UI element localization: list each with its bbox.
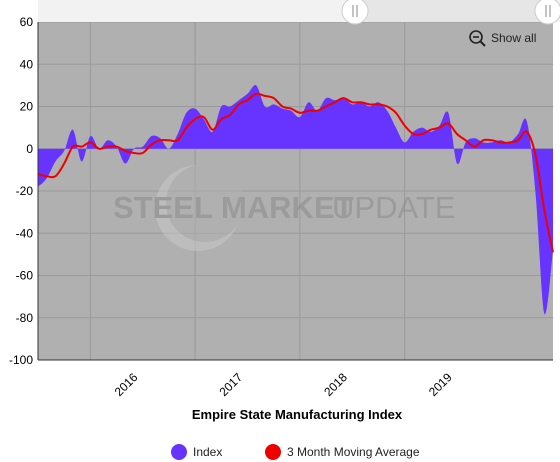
legend: Index 3 Month Moving Average — [171, 444, 420, 460]
chart-title: Empire State Manufacturing Index — [192, 407, 403, 422]
svg-text:UPDATE: UPDATE — [332, 190, 455, 225]
navigator-right-handle[interactable] — [534, 0, 560, 25]
x-tick-label: 2018 — [321, 370, 350, 399]
y-tick-label: 0 — [26, 142, 33, 156]
y-tick-label: 60 — [20, 15, 34, 29]
axes: -100 -80 -60 -40 -20 0 20 40 60 2016 2017 2018 2019 — [9, 15, 553, 399]
y-tick-label: -40 — [16, 226, 34, 240]
legend-label-index: Index — [193, 445, 222, 459]
y-tick-label: -80 — [16, 311, 34, 325]
show-all-button[interactable]: Show all — [469, 30, 536, 47]
x-tick-label: 2017 — [216, 370, 245, 399]
magnifier-minus-icon — [469, 30, 486, 47]
navigator-left-handle[interactable] — [341, 0, 369, 25]
legend-marker-index — [171, 444, 187, 460]
steel-market-update-watermark: STEEL MARKET UPDATE — [113, 164, 455, 251]
series-layer — [37, 85, 554, 315]
series-line-moving-average — [37, 92, 554, 253]
navigator-window[interactable] — [355, 0, 550, 22]
legend-label-moving-average: 3 Month Moving Average — [287, 445, 420, 459]
series-area-index — [38, 85, 553, 315]
y-tick-label: 20 — [20, 100, 34, 114]
show-all-label: Show all — [491, 31, 536, 45]
svg-text:STEEL MARKET: STEEL MARKET — [113, 190, 354, 225]
y-tick-label: -100 — [9, 353, 33, 367]
y-tick-label: 40 — [20, 57, 34, 71]
legend-marker-moving-average — [265, 444, 281, 460]
x-tick-label: 2019 — [426, 370, 455, 399]
y-tick-label: -60 — [16, 269, 34, 283]
legend-item-index[interactable]: Index — [171, 444, 222, 460]
y-tick-label: -20 — [16, 184, 34, 198]
legend-item-moving-average[interactable]: 3 Month Moving Average — [265, 444, 420, 460]
x-tick-label: 2016 — [112, 370, 141, 399]
